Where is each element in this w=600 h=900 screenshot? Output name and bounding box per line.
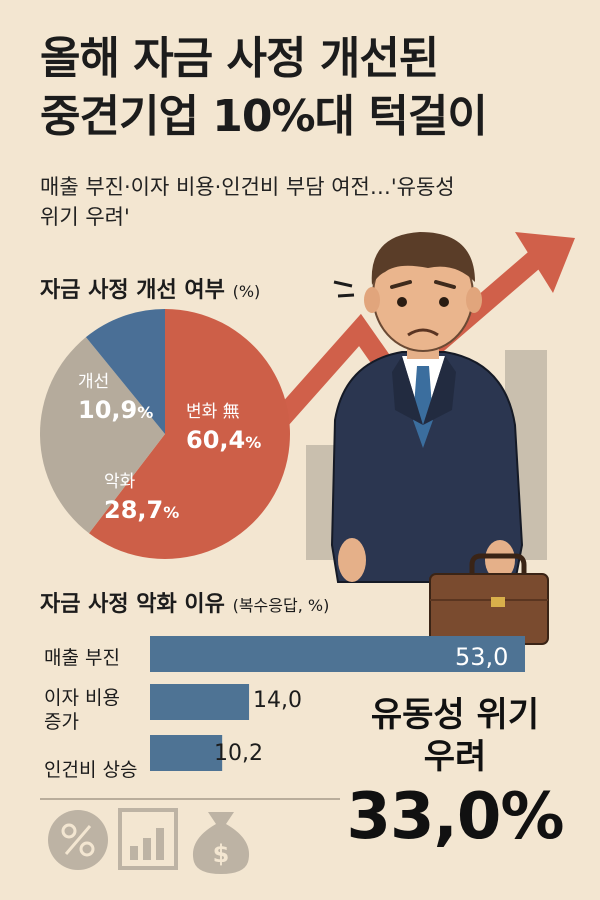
bar-interest [150, 684, 250, 720]
pie-label-nochange: 변화 無 60,4% [186, 402, 262, 454]
pie-label-nochange-value: 60,4 [186, 426, 246, 454]
pie-label-worse-value: 28,7 [104, 496, 164, 524]
pie-label-worse: 악화 28,7% [104, 472, 180, 524]
bar-labor [150, 735, 223, 771]
pie-chart [40, 309, 290, 559]
headline-line-2: 중견기업 10%대 턱걸이 [40, 91, 488, 142]
pie-slice-improved [85, 309, 165, 434]
highlight-value: 33,0% [346, 780, 564, 854]
pie-section-unit: (%) [232, 282, 261, 301]
highlight-line-2: 우려 [423, 737, 487, 777]
bar-label-interest-line-1: 이자 비용 [44, 687, 120, 709]
headline-line-1: 올해 자금 사정 개선된 [40, 33, 439, 84]
pie-slice-worse [40, 337, 165, 534]
bar-label-sales: 매출 부진 [44, 646, 120, 670]
pie-label-improved-name: 개선 [78, 372, 110, 392]
pie-label-improved: 개선 10,9% [78, 372, 154, 424]
bar-label-interest-line-2: 증가 [44, 711, 79, 733]
money-bag-icon: $ [192, 812, 250, 874]
bar-value-sales: 53,0 [455, 643, 509, 671]
bar-section-unit: (복수응답, %) [232, 596, 330, 615]
bar-section-title: 자금 사정 악화 이유 (복수응답, %) [40, 586, 329, 618]
svg-text:$: $ [213, 840, 230, 868]
pie-section-title-text: 자금 사정 개선 여부 [40, 278, 225, 303]
bar-label-labor: 인건비 상승 [44, 758, 137, 782]
divider [40, 798, 340, 800]
pie-label-nochange-name: 변화 無 [186, 402, 240, 422]
highlight-line-1: 유동성 위기 [370, 695, 540, 735]
bar-sales [150, 636, 525, 672]
pie-label-worse-name: 악화 [104, 472, 136, 492]
headline: 올해 자금 사정 개선된 중견기업 10%대 턱걸이 [40, 30, 580, 146]
liquidity-highlight: 유동성 위기 우려 33,0% [340, 694, 570, 856]
businessman-illustration [330, 232, 524, 583]
bar-label-sales-line: 매출 부진 [44, 647, 120, 669]
bar-chart-icon [118, 808, 178, 870]
subheadline-line-2: 위기 우려' [40, 205, 130, 229]
bar-label-interest: 이자 비용 증가 [44, 686, 120, 734]
bar-value-labor: 10,2 [214, 741, 263, 766]
bar-chart [150, 636, 525, 771]
pie-slice-nochange [89, 309, 290, 559]
pie-label-improved-value: 10,9 [78, 396, 138, 424]
bar-label-labor-line: 인건비 상승 [44, 759, 138, 781]
pie-section-title: 자금 사정 개선 여부 (%) [40, 272, 260, 304]
subheadline: 매출 부진·이자 비용·인건비 부담 여전…'유동성 위기 우려' [40, 172, 560, 232]
bar-section-title-text: 자금 사정 악화 이유 [40, 592, 225, 617]
percent-icon [48, 810, 108, 870]
bar-value-interest: 14,0 [253, 688, 302, 713]
subheadline-line-1: 매출 부진·이자 비용·인건비 부담 여전…'유동성 [40, 175, 455, 199]
